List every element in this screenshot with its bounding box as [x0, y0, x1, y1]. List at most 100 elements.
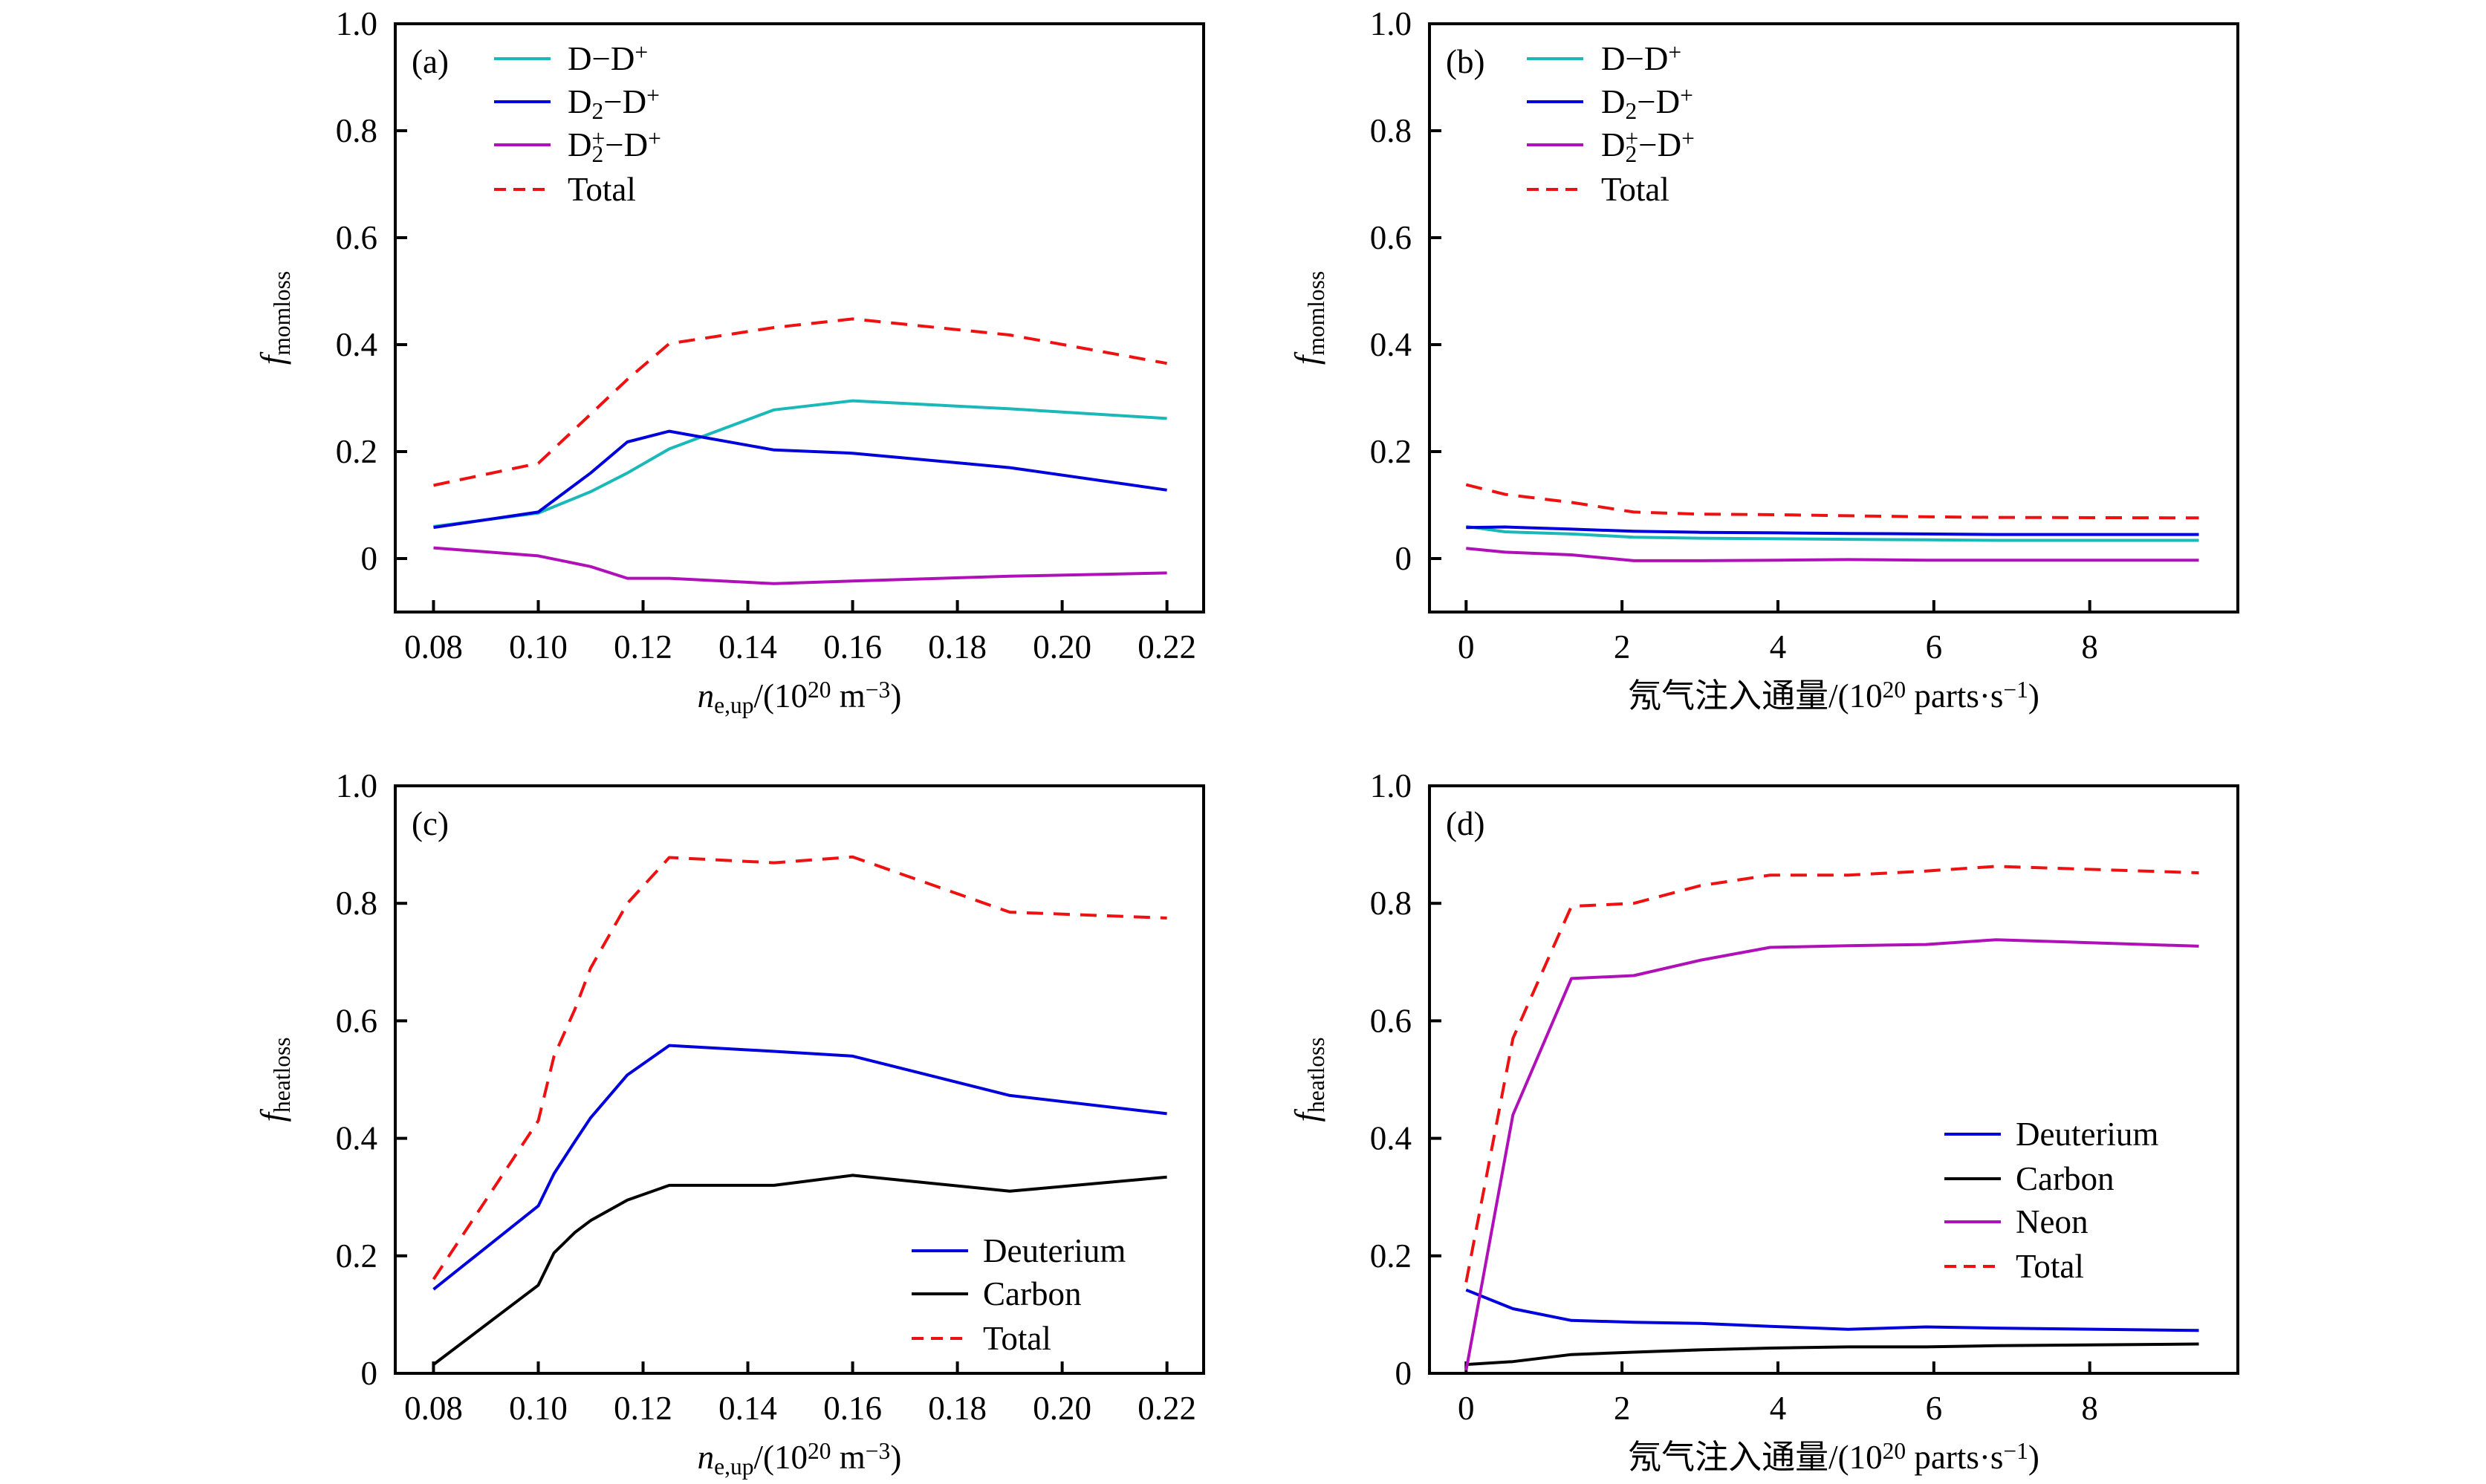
- panel-c: 0 0.2 0.4 0.6 0.8 1.0 0.08 0.10 0.12 0.14 0.16 0.18…: [254, 767, 1205, 1480]
- label-part: 2: [592, 141, 604, 167]
- legend-label: Total: [983, 1320, 1051, 1357]
- label-part: −3: [866, 677, 891, 703]
- x-tick-label: 0.18: [928, 1390, 987, 1427]
- legend-label: Total: [2016, 1248, 2084, 1285]
- y-axis-label: fmomloss: [1288, 271, 1329, 365]
- series-line-deuterium: [432, 1044, 1167, 1291]
- label-part: 氖气注入通量/(10: [1628, 1439, 1883, 1476]
- y-tick-label: 0: [1395, 540, 1412, 577]
- y-tick-label: 1.0: [336, 767, 377, 804]
- y-tick-label: 0: [361, 540, 378, 577]
- label-part: −D: [605, 126, 648, 163]
- label-part: n: [698, 677, 715, 715]
- label-part: 20: [1883, 677, 1906, 703]
- series-line-total: [1465, 483, 2199, 520]
- x-tick-label: 0.22: [1137, 628, 1196, 665]
- x-tick-label: 0.14: [718, 628, 777, 665]
- label-part: D: [1601, 126, 1626, 163]
- legend-label: D2−D+: [1601, 82, 1693, 124]
- label-part: momloss: [1303, 271, 1329, 356]
- label-part: Carbon: [2016, 1160, 2114, 1197]
- x-tick-label: 0.16: [823, 628, 882, 665]
- y-axis-label: fheatloss: [1288, 1038, 1329, 1122]
- x-axis-label: 氖气注入通量/(1020 parts·s−1): [1628, 677, 2039, 715]
- label-part: /(10: [754, 1439, 808, 1476]
- label-part: m: [831, 1439, 866, 1476]
- series-line-d-d-: [1466, 524, 2199, 542]
- label-part: +: [1668, 39, 1681, 65]
- y-tick-label: 0.8: [336, 112, 377, 149]
- label-part: 2: [1626, 141, 1638, 167]
- label-part: −1: [2003, 677, 2028, 703]
- series-line-d2-d-: [1466, 547, 2199, 562]
- legend-label: Deuterium: [2016, 1116, 2158, 1153]
- x-axis-label: ne,up/(1020 m−3): [698, 677, 902, 718]
- y-tick-label: 0.4: [336, 1120, 377, 1157]
- x-tick-label: 0.16: [823, 1390, 882, 1427]
- legend-label: Carbon: [2016, 1160, 2114, 1197]
- label-part: e,up: [714, 692, 753, 718]
- x-tick-label: 0.20: [1033, 1390, 1091, 1427]
- y-tick-label: 0.6: [336, 1002, 377, 1039]
- legend-label: D2+−D+: [1601, 126, 1695, 167]
- series-line-total: [433, 317, 1167, 487]
- series-line-d2-d-: [433, 546, 1167, 585]
- label-part: e,up: [714, 1454, 753, 1480]
- label-part: +: [648, 126, 661, 152]
- panel-label: (d): [1446, 805, 1484, 842]
- legend: D−D+D2−D+D2+−D+Total: [1527, 39, 1695, 208]
- series-line-carbon: [1466, 1342, 2199, 1367]
- y-tick-label: 0.4: [1370, 1120, 1412, 1157]
- panel-label: (a): [412, 43, 449, 80]
- legend-label: D2+−D+: [568, 126, 661, 167]
- label-part: Deuterium: [2016, 1116, 2158, 1153]
- legend-label: D−D+: [1601, 39, 1681, 77]
- x-tick-label: 0.22: [1137, 1390, 1196, 1427]
- label-part: D−D: [1601, 40, 1668, 77]
- x-tick-label: 0.08: [404, 1390, 463, 1427]
- x-tick-label: 0.14: [718, 1390, 777, 1427]
- label-part: n: [698, 1439, 715, 1476]
- legend-label: D2−D+: [568, 82, 660, 124]
- label-part: Carbon: [983, 1275, 1081, 1312]
- label-part: +: [635, 39, 648, 65]
- panel-a: 0 0.2 0.4 0.6 0.8 1.0 0.08 0.10 0.12 0.14 0.16 0.18…: [254, 5, 1205, 718]
- legend-label: Total: [1601, 171, 1669, 208]
- label-part: +: [1681, 126, 1695, 152]
- series-line-neon: [1464, 938, 2199, 1371]
- label-part: 2: [592, 98, 604, 124]
- y-tick-label: 0.2: [336, 1237, 377, 1275]
- label-part: −D: [1637, 83, 1680, 120]
- y-tick-label: 0.2: [1370, 433, 1412, 470]
- series-line-d2-d-: [433, 429, 1167, 530]
- label-part: m: [831, 677, 866, 715]
- label-part: −D: [603, 83, 646, 120]
- legend-label: D−D+: [568, 39, 648, 77]
- x-tick-label: 0: [1458, 628, 1475, 665]
- legend-label: Carbon: [983, 1275, 1081, 1312]
- x-tick-label: 0.12: [614, 1390, 672, 1427]
- y-tick-label: 0.4: [1370, 326, 1412, 363]
- x-tick-label: 6: [1926, 628, 1943, 665]
- x-axis-label: 氖气注入通量/(1020 parts·s−1): [1628, 1438, 2039, 1476]
- y-axis-label: fheatloss: [254, 1038, 295, 1122]
- legend: Deuterium Carbon Total: [912, 1232, 1126, 1357]
- y-tick-label: 0.6: [336, 219, 377, 256]
- x-tick-label: 4: [1770, 628, 1787, 665]
- panel-b: 0 0.2 0.4 0.6 0.8 1.0 0 2 4 6 8 氖气注入通量/(1020 parts·…: [1288, 5, 2239, 715]
- label-part: +: [646, 82, 660, 108]
- plot-frame: [1428, 784, 2239, 1375]
- series-line-total: [1464, 865, 2199, 1283]
- y-tick-label: 0: [1395, 1355, 1412, 1392]
- x-tick-label: 0: [1458, 1390, 1475, 1427]
- panel-label: (c): [412, 805, 449, 842]
- y-tick-label: 1.0: [1370, 5, 1412, 42]
- y-tick-label: 0.8: [1370, 885, 1412, 922]
- label-part: Neon: [2016, 1203, 2088, 1240]
- label-part: +: [1680, 82, 1693, 108]
- label-part: 2: [1626, 98, 1638, 124]
- y-tick-label: 0: [361, 1355, 378, 1392]
- y-tick-label: 1.0: [336, 5, 377, 42]
- label-part: parts·s: [1906, 1439, 2003, 1476]
